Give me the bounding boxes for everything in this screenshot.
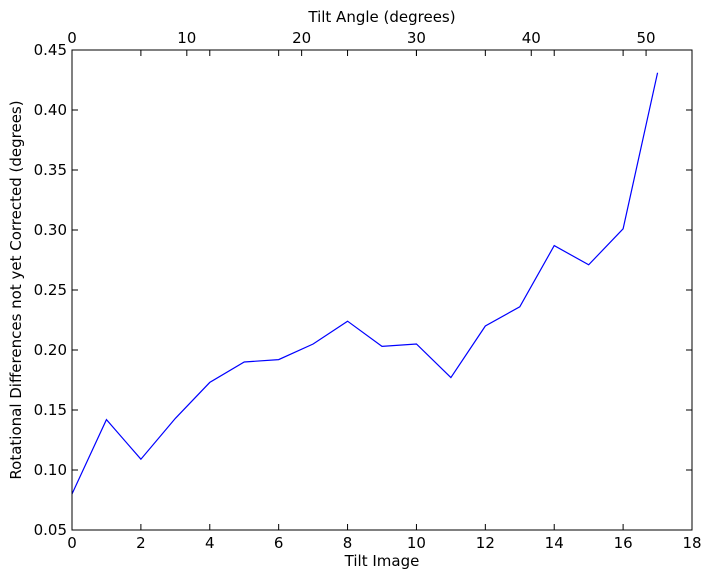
x-tick-label: 16 bbox=[614, 534, 633, 552]
y-tick-label: 0.30 bbox=[34, 221, 67, 239]
y-tick-label: 0.20 bbox=[34, 341, 67, 359]
x-tick-label: 6 bbox=[274, 534, 284, 552]
y-tick-label: 0.40 bbox=[34, 101, 67, 119]
x2-tick-label: 40 bbox=[522, 29, 541, 47]
x-tick-label: 14 bbox=[545, 534, 564, 552]
x2-tick-label: 30 bbox=[407, 29, 426, 47]
plot-frame bbox=[71, 49, 693, 531]
y-tick-label: 0.45 bbox=[34, 41, 67, 59]
x-tick-label: 12 bbox=[476, 534, 495, 552]
y-tick-label: 0.35 bbox=[34, 161, 67, 179]
x-tick-label: 0 bbox=[67, 534, 77, 552]
tick-labels: 0 2 4 6 8 10 12 14 16 18 0.05 0.10 0.15 0.20 0.25 0.30 0… bbox=[34, 29, 702, 552]
x-tick-label: 2 bbox=[136, 534, 146, 552]
y-tick-label: 0.15 bbox=[34, 401, 67, 419]
x-axis-title: Tilt Image bbox=[344, 552, 420, 570]
x-tick-label: 4 bbox=[205, 534, 215, 552]
x2-tick-label: 50 bbox=[637, 29, 656, 47]
y-tick-label: 0.25 bbox=[34, 281, 67, 299]
x2-axis-title: Tilt Angle (degrees) bbox=[307, 8, 455, 26]
y-tick-label: 0.05 bbox=[34, 521, 67, 539]
plot-area bbox=[72, 50, 692, 530]
x-tick-label: 8 bbox=[343, 534, 353, 552]
x2-tick-label: 20 bbox=[292, 29, 311, 47]
x-tick-label: 10 bbox=[407, 534, 426, 552]
x2-tick-label: 10 bbox=[177, 29, 196, 47]
series-line bbox=[71, 72, 659, 495]
x-tick-label: 18 bbox=[682, 534, 701, 552]
x2-tick-label: 0 bbox=[67, 29, 77, 47]
y-tick-label: 0.10 bbox=[34, 461, 67, 479]
y-axis-title: Rotational Differences not yet Corrected… bbox=[7, 100, 25, 479]
